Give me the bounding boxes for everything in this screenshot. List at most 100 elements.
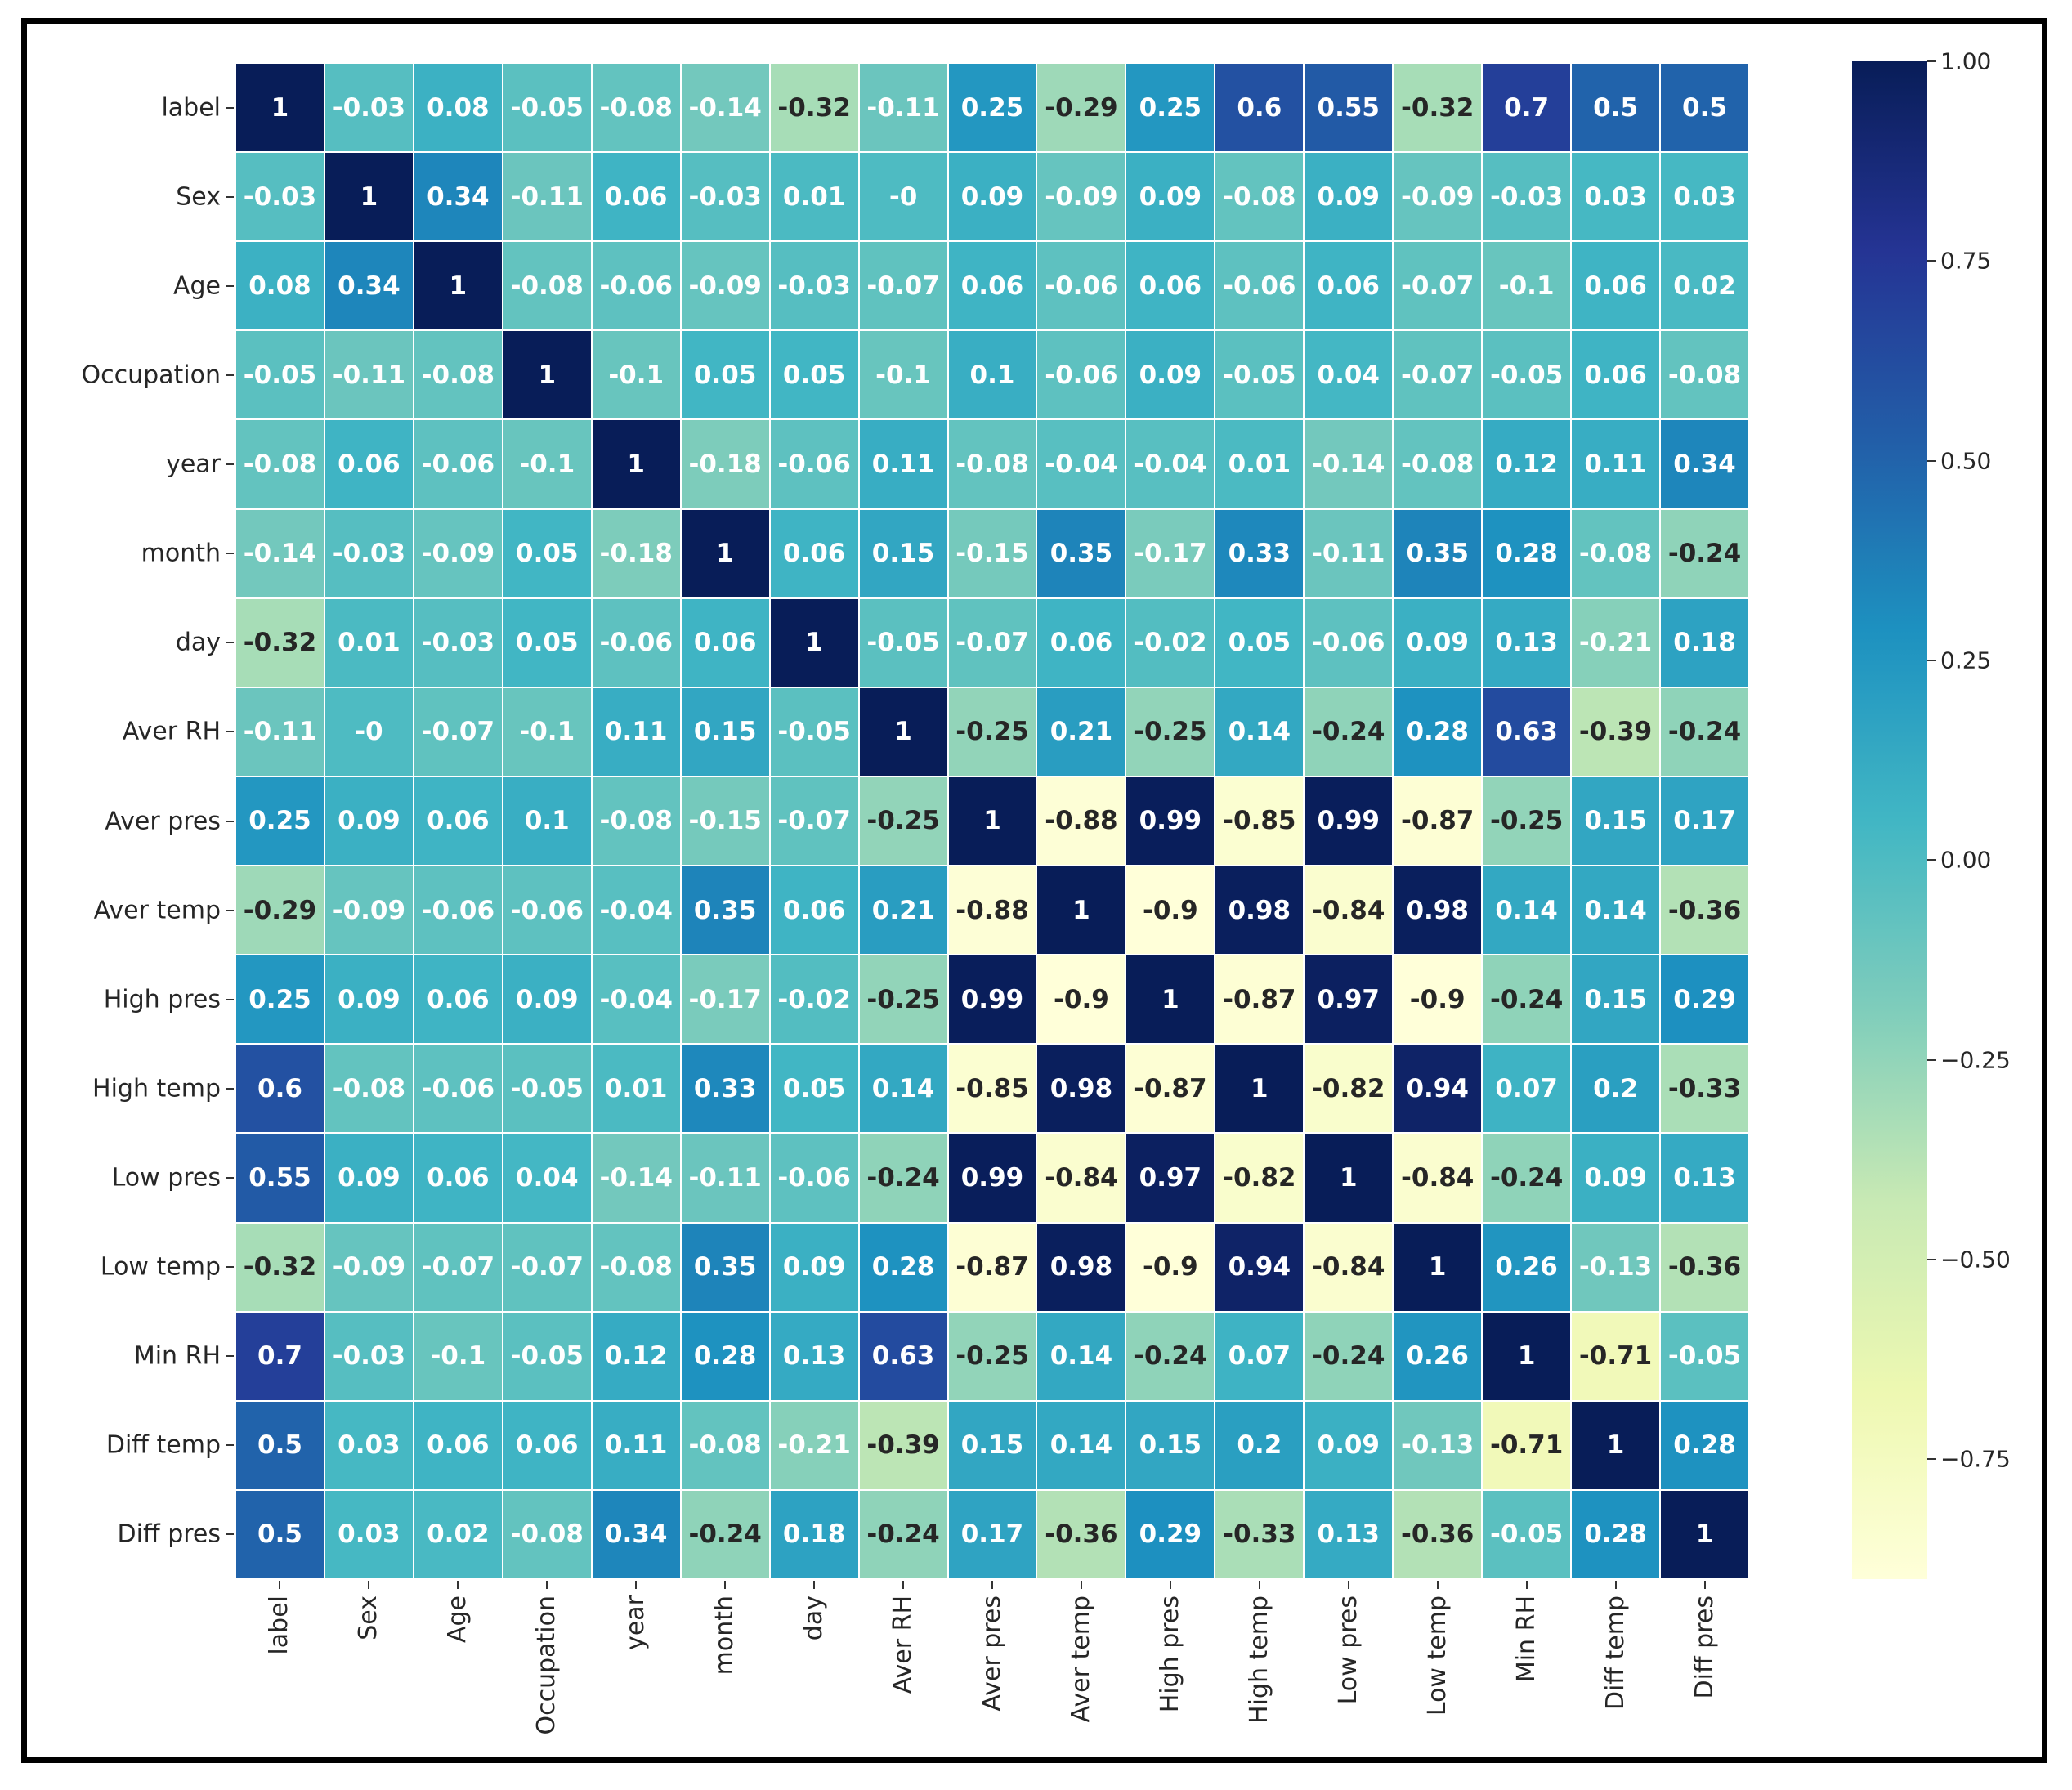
- heatmap-cell: -0.17: [680, 955, 770, 1045]
- heatmap-cell: -0.14: [235, 508, 324, 598]
- heatmap-cell: -0.29: [235, 866, 324, 955]
- heatmap-cell: -0.39: [1571, 687, 1661, 776]
- y-axis-tick: [226, 1266, 234, 1269]
- x-axis-label: Occupation: [532, 1595, 562, 1735]
- y-axis-label: Aver RH: [122, 717, 221, 746]
- heatmap-cell: 0.1: [947, 330, 1037, 420]
- heatmap-cell: 0.14: [858, 1044, 948, 1134]
- heatmap-cell: 0.21: [1036, 687, 1126, 776]
- heatmap-cell: 0.13: [1482, 597, 1572, 687]
- heatmap-cell: 0.06: [1036, 597, 1126, 687]
- heatmap-cell: 0.14: [1036, 1400, 1126, 1490]
- x-axis-tick: [1436, 1581, 1439, 1589]
- heatmap-cell: 0.11: [591, 687, 681, 776]
- heatmap-cell: 0.26: [1393, 1311, 1483, 1401]
- heatmap-cell: 1: [1393, 1222, 1483, 1312]
- heatmap-cell: -0.09: [1036, 152, 1126, 242]
- heatmap-cell: -0.39: [858, 1400, 948, 1490]
- heatmap-cell: 0.14: [1215, 687, 1305, 776]
- heatmap-cell: -0.07: [947, 597, 1037, 687]
- heatmap-cell: 0.34: [413, 152, 503, 242]
- heatmap-cell: 0.29: [1660, 955, 1749, 1045]
- heatmap-cell: 0.15: [947, 1400, 1037, 1490]
- heatmap-cell: -0.02: [769, 955, 859, 1045]
- heatmap-cell: -0.07: [1393, 241, 1483, 331]
- y-axis-tick: [226, 1087, 234, 1090]
- heatmap-cell: -0.05: [858, 597, 948, 687]
- heatmap-cell: 1: [947, 776, 1037, 866]
- heatmap-cell: -0.03: [1482, 152, 1572, 242]
- x-axis-tick: [279, 1581, 281, 1589]
- heatmap-cell: -0.03: [680, 152, 770, 242]
- y-axis-label: Age: [172, 271, 221, 301]
- heatmap-cell: -0.1: [502, 687, 592, 776]
- y-axis-label: day: [175, 628, 221, 657]
- heatmap-cell: -0.08: [413, 330, 503, 420]
- x-axis-label: Aver pres: [978, 1595, 1006, 1712]
- heatmap-cell: -0.24: [680, 1489, 770, 1579]
- heatmap-cell: 0.06: [413, 1133, 503, 1223]
- heatmap-cell: 0.18: [769, 1489, 859, 1579]
- heatmap-cell: -0.02: [1126, 597, 1215, 687]
- x-axis-tick: [1347, 1581, 1349, 1589]
- heatmap-cell: -0.11: [680, 1133, 770, 1223]
- heatmap-cell: -0.24: [1660, 687, 1749, 776]
- heatmap-cell: -0.06: [413, 866, 503, 955]
- heatmap-cell: -0.03: [769, 241, 859, 331]
- heatmap-cell: -0.18: [591, 508, 681, 598]
- heatmap-cell: -0.06: [502, 866, 592, 955]
- colorbar-tick-label: −0.25: [1940, 1046, 2011, 1074]
- x-axis-tick: [546, 1581, 548, 1589]
- heatmap-cell: -0.25: [858, 776, 948, 866]
- heatmap-cell: 0.06: [1126, 241, 1215, 331]
- colorbar: [1852, 61, 1927, 1579]
- heatmap-cell: 0.03: [324, 1400, 414, 1490]
- heatmap-cell: 0.33: [1215, 508, 1305, 598]
- heatmap-cell: 0.09: [769, 1222, 859, 1312]
- colorbar-tick-label: 1.00: [1940, 47, 1992, 75]
- x-axis-label: Sex: [354, 1595, 383, 1640]
- x-axis-label: High temp: [1244, 1595, 1273, 1724]
- x-axis-label: Min RH: [1511, 1595, 1541, 1683]
- heatmap-cell: 0.34: [1660, 419, 1749, 509]
- heatmap-cell: 0.17: [1660, 776, 1749, 866]
- colorbar-tick-label: 0.50: [1940, 447, 1992, 475]
- x-axis-tick: [813, 1581, 816, 1589]
- heatmap-cell: 0.26: [1482, 1222, 1572, 1312]
- heatmap-cell: 0.01: [769, 152, 859, 242]
- heatmap-cell: 0.06: [680, 597, 770, 687]
- heatmap-cell: -0.08: [680, 1400, 770, 1490]
- x-axis-tick: [368, 1581, 370, 1589]
- y-axis-tick: [226, 374, 234, 376]
- heatmap-cell: -0.24: [1304, 687, 1394, 776]
- heatmap-cell: 0.05: [769, 330, 859, 420]
- heatmap-cell: 0.25: [947, 63, 1037, 153]
- heatmap-cell: 1: [1036, 866, 1126, 955]
- y-axis-label: Sex: [176, 182, 221, 212]
- y-axis-label: High pres: [103, 985, 221, 1014]
- heatmap-cell: 0.06: [502, 1400, 592, 1490]
- heatmap-cell: -0.17: [1126, 508, 1215, 598]
- y-axis-label: month: [141, 539, 221, 568]
- heatmap-cell: -0.88: [1036, 776, 1126, 866]
- y-axis-label: Aver pres: [105, 807, 221, 835]
- heatmap-cell: 0.63: [1482, 687, 1572, 776]
- heatmap-cell: 1: [1215, 1044, 1305, 1134]
- y-axis-label: High temp: [92, 1074, 221, 1103]
- heatmap-cell: -0.08: [947, 419, 1037, 509]
- heatmap-cell: 0.14: [1482, 866, 1572, 955]
- heatmap-cell: -0.03: [413, 597, 503, 687]
- heatmap-cell: -0.03: [235, 152, 324, 242]
- heatmap-cell: 0.05: [680, 330, 770, 420]
- heatmap-cell: 0.03: [324, 1489, 414, 1579]
- correlation-heatmap: 1 -0.03 0.08 -0.05 -0.08 -0.14 -0.32 -0.11 0.25-…: [235, 63, 1749, 1579]
- x-axis-label: Diff temp: [1600, 1595, 1630, 1711]
- heatmap-cell: 0.28: [858, 1222, 948, 1312]
- heatmap-cell: -0.24: [858, 1489, 948, 1579]
- heatmap-cell: 0.18: [1660, 597, 1749, 687]
- heatmap-cell: -0.08: [591, 776, 681, 866]
- heatmap-cell: -0.1: [502, 419, 592, 509]
- y-axis-tick: [226, 1444, 234, 1447]
- colorbar-tick-label: 0.25: [1940, 647, 1992, 674]
- colorbar-tick: [1927, 260, 1936, 262]
